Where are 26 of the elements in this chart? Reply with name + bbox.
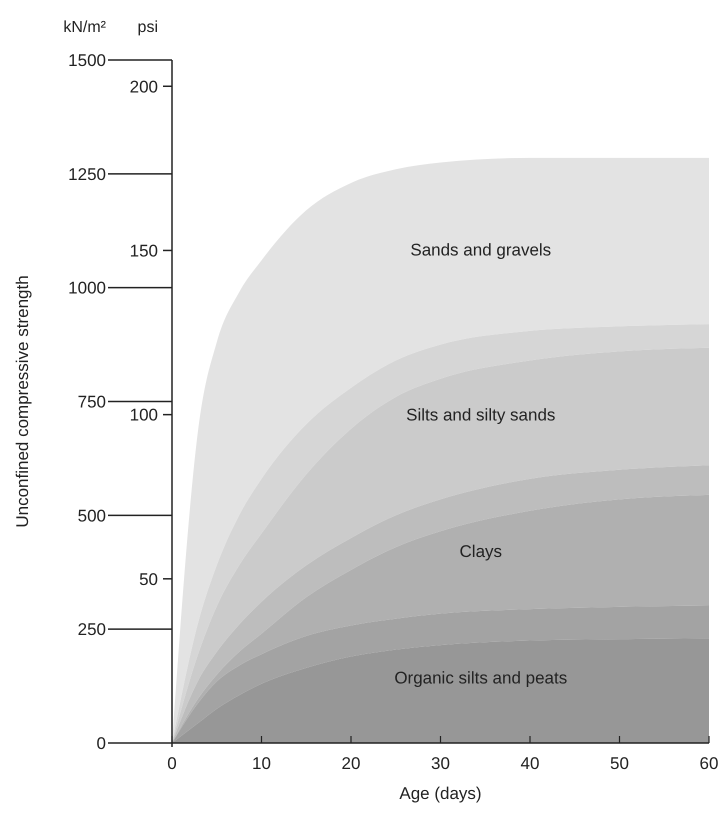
- series-label: Clays: [460, 542, 502, 561]
- y-tick-label: 750: [78, 392, 106, 412]
- y-tick-label: 1250: [68, 164, 106, 184]
- y-tick-label: 1500: [68, 51, 106, 70]
- y2-tick-label: 50: [139, 570, 158, 589]
- x-tick-label: 10: [252, 754, 271, 773]
- series-label: Sands and gravels: [410, 240, 552, 260]
- y2-tick-label: 150: [130, 241, 158, 260]
- y2-tick-label: 100: [130, 406, 158, 425]
- x-tick-label: 40: [520, 754, 540, 773]
- x-tick-label: 20: [342, 754, 360, 773]
- y-tick-label: 0: [96, 734, 106, 753]
- text: kN/m²: [63, 19, 107, 36]
- y-tick-label: 1000: [68, 278, 106, 298]
- x-tick-label: 50: [610, 754, 629, 773]
- y2-axis-title: psi: [138, 19, 158, 36]
- x-tick-label: 0: [167, 754, 177, 773]
- y-tick-label: 500: [78, 506, 106, 526]
- y2-tick-label: 200: [130, 77, 158, 96]
- y-axis-title: Unconfined compressive strength: [13, 275, 32, 528]
- series-label: Organic silts and peats: [394, 668, 568, 688]
- y-tick-label: 250: [78, 620, 106, 640]
- series-label: Silts and silty sands: [406, 405, 556, 424]
- x-axis-title: Age (days): [399, 784, 482, 803]
- x-tick-label: 30: [431, 754, 450, 773]
- x-tick-label: 60: [700, 754, 718, 773]
